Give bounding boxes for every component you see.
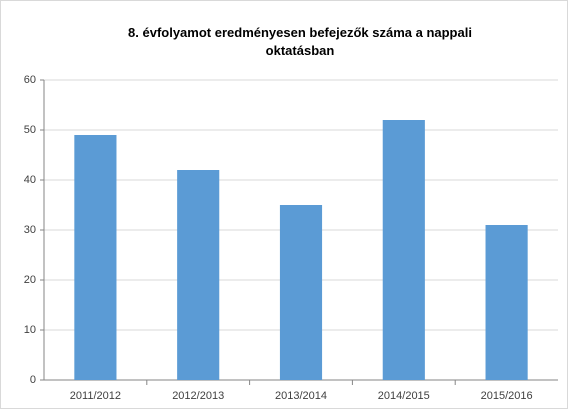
x-tick-label: 2015/2016 <box>481 390 533 402</box>
chart-title: 8. évfolyamot eredményesen befejezők szá… <box>128 25 472 58</box>
bar <box>279 205 323 380</box>
y-tick-label: 30 <box>24 224 36 236</box>
y-tick-label: 40 <box>24 174 36 186</box>
y-tick-label: 20 <box>24 274 36 286</box>
x-tick-label: 2013/2014 <box>275 390 327 402</box>
x-tick-label: 2014/2015 <box>378 390 430 402</box>
bar <box>485 225 528 380</box>
bar <box>177 170 220 380</box>
y-tick-label: 10 <box>24 324 36 336</box>
bar <box>74 135 117 380</box>
y-tick-label: 60 <box>24 74 36 86</box>
y-tick-label: 50 <box>24 124 36 136</box>
bar <box>382 120 425 380</box>
x-tick-label: 2011/2012 <box>70 390 121 402</box>
x-tick-label: 2012/2013 <box>172 390 224 402</box>
y-tick-label: 0 <box>30 374 36 386</box>
